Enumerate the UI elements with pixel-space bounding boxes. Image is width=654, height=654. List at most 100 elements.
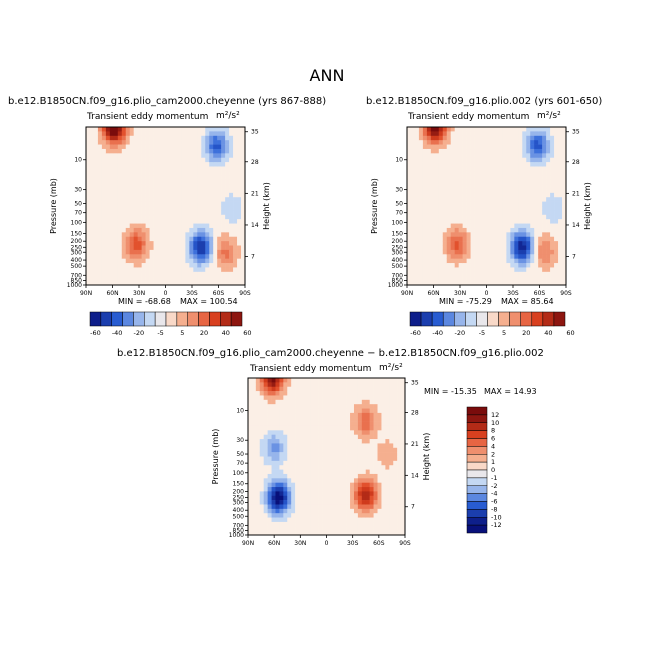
field-cell <box>442 263 448 268</box>
field-cell <box>470 184 475 189</box>
field-cell <box>377 434 382 440</box>
field-cell <box>538 144 543 150</box>
field-cell <box>169 236 174 242</box>
field-cell <box>322 517 327 523</box>
field-cell <box>550 258 555 264</box>
field-cell <box>109 135 115 141</box>
field-cell <box>357 439 363 444</box>
field-cell <box>221 236 226 242</box>
field-cell <box>454 162 459 167</box>
field-cell <box>365 469 370 475</box>
field-cell <box>105 201 111 207</box>
field-cell <box>255 421 261 427</box>
field-cell <box>193 170 198 176</box>
field-cell <box>498 131 503 137</box>
field-cell <box>401 395 406 401</box>
field-cell <box>442 179 448 185</box>
field-cell <box>542 245 547 251</box>
field-cell <box>197 258 202 264</box>
field-cell <box>410 162 416 167</box>
field-cell <box>283 391 288 396</box>
field-cell <box>426 179 432 185</box>
field-cell <box>255 465 261 470</box>
field-cell <box>279 469 284 475</box>
field-cell <box>466 148 471 154</box>
field-cell <box>279 478 284 483</box>
y-tick-label: 70 <box>395 210 403 217</box>
field-cell <box>482 170 487 176</box>
field-cell <box>401 513 406 518</box>
field-cell <box>181 170 186 176</box>
field-cell <box>141 258 146 264</box>
field-cell <box>393 443 398 449</box>
field-cell <box>233 162 238 167</box>
field-cell <box>389 404 394 409</box>
field-cell <box>389 456 394 462</box>
field-cell <box>299 417 304 422</box>
field-cell <box>462 214 467 220</box>
field-cell <box>446 127 452 132</box>
field-cell <box>117 232 123 238</box>
field-cell <box>271 447 276 453</box>
field-cell <box>522 197 527 202</box>
field-cell <box>109 263 115 268</box>
field-cell <box>181 258 186 264</box>
field-cell <box>357 530 363 536</box>
field-cell <box>279 482 284 488</box>
field-cell <box>353 395 359 401</box>
field-cell <box>334 508 339 514</box>
field-cell <box>546 245 551 251</box>
field-cell <box>434 249 440 255</box>
field-cell <box>248 513 253 518</box>
field-cell <box>381 430 386 435</box>
x-tick-label: 30N <box>294 540 306 547</box>
field-cell <box>137 249 142 255</box>
field-cell <box>430 249 436 255</box>
field-cell <box>221 254 226 259</box>
field-cell <box>177 179 182 185</box>
field-cell <box>209 162 214 167</box>
field-cell <box>458 214 463 220</box>
field-cell <box>494 157 499 163</box>
field-cell <box>173 276 178 281</box>
field-cell <box>89 210 95 216</box>
field-cell <box>422 276 428 281</box>
field-cell <box>283 439 288 444</box>
field-cell <box>141 135 146 141</box>
panel-1-plot <box>86 127 246 286</box>
field-cell <box>133 241 138 246</box>
field-cell <box>161 179 166 185</box>
field-cell <box>241 271 246 277</box>
field-cell <box>438 153 444 159</box>
field-cell <box>462 166 467 172</box>
field-cell <box>291 399 296 405</box>
field-cell <box>377 526 382 531</box>
field-cell <box>365 530 370 536</box>
field-cell <box>173 144 178 150</box>
field-cell <box>546 258 551 264</box>
field-cell <box>125 276 131 281</box>
field-cell <box>466 144 471 150</box>
field-cell <box>350 478 355 483</box>
field-cell <box>558 144 563 150</box>
field-cell <box>153 201 158 207</box>
colorbar-label: 5 <box>502 329 506 337</box>
field-cell <box>259 443 264 449</box>
field-cell <box>506 219 511 224</box>
field-cell <box>310 465 316 470</box>
field-cell <box>373 447 378 453</box>
field-cell <box>353 439 359 444</box>
field-cell <box>397 378 402 383</box>
field-cell <box>275 391 280 396</box>
field-cell <box>422 201 428 207</box>
field-cell <box>189 219 194 224</box>
field-cell <box>530 197 535 202</box>
field-cell <box>381 530 386 536</box>
field-cell <box>255 378 261 383</box>
field-cell <box>229 267 234 273</box>
field-cell <box>401 391 406 396</box>
field-cell <box>418 127 424 132</box>
field-cell <box>526 214 531 220</box>
field-cell <box>157 206 162 211</box>
field-cell <box>185 214 190 220</box>
